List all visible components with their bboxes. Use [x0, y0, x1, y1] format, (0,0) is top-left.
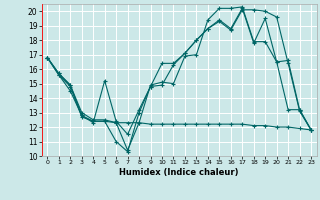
- X-axis label: Humidex (Indice chaleur): Humidex (Indice chaleur): [119, 168, 239, 177]
